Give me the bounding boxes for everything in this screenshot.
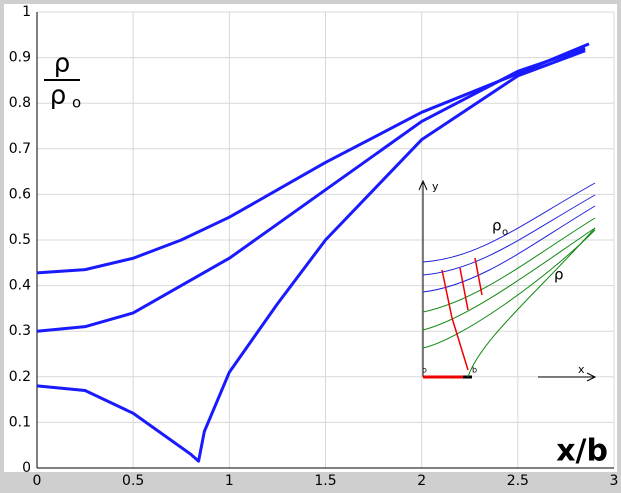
x-label: x/b xyxy=(556,434,608,469)
y-tick-label: 0.4 xyxy=(9,278,31,294)
y-tick-label: 0.8 xyxy=(9,95,31,111)
y-tick-label: 0.3 xyxy=(9,323,31,339)
y-tick-label: 0.1 xyxy=(9,414,31,430)
x-tick-label: 2.5 xyxy=(507,473,529,489)
x-tick-label: 0 xyxy=(33,473,42,489)
x-tick-label: 0.5 xyxy=(122,473,144,489)
y-label-denominator: ρ xyxy=(50,81,67,111)
y-tick-label: 0.2 xyxy=(9,369,31,385)
inset-origin: o xyxy=(422,366,427,375)
inset-x-label: x xyxy=(578,363,585,376)
y-tick-label: 0.5 xyxy=(9,232,31,248)
y-tick-label: 0.6 xyxy=(9,186,31,202)
chart: 0 0.5 1 1.5 2 2.5 3 0 0.1 0.2 0.3 0.4 0.5 0.6 0.7 0.8 0.… xyxy=(0,0,621,493)
inset-end: b xyxy=(472,366,477,375)
x-tick-label: 1 xyxy=(225,473,234,489)
y-label-subscript: o xyxy=(72,94,81,112)
y-label-numerator: ρ xyxy=(54,49,71,79)
inset-y-label: y xyxy=(432,180,439,193)
y-tick-label: 1 xyxy=(22,4,31,20)
x-tick-label: 2 xyxy=(417,473,426,489)
y-tick-label: 0 xyxy=(22,460,31,476)
inset-lower-label: ρ xyxy=(554,266,564,284)
x-tick-label: 1.5 xyxy=(314,473,336,489)
inset-upper-label: ρ xyxy=(492,217,502,235)
y-tick-label: 0.7 xyxy=(9,141,31,157)
y-tick-label: 0.9 xyxy=(9,50,31,66)
x-tick-label: 3 xyxy=(610,473,619,489)
inset-upper-subscript: o xyxy=(502,227,508,238)
